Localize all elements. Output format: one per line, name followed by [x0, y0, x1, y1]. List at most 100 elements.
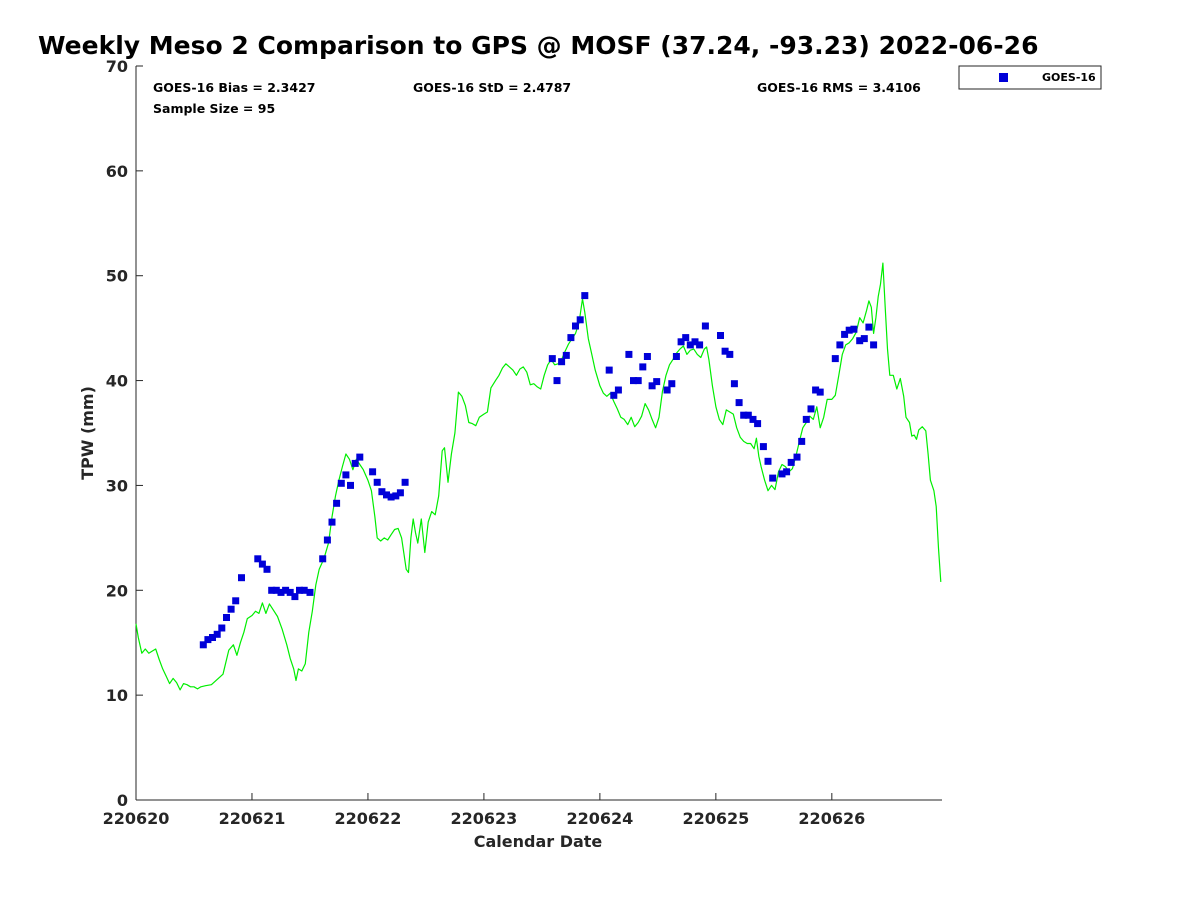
goes16-data-point: [605, 366, 613, 374]
goes16-data-point: [291, 593, 299, 601]
legend-label-goes16: GOES-16: [1042, 71, 1096, 84]
goes16-data-point: [648, 382, 656, 390]
goes16-data-point: [717, 332, 724, 339]
goes16-data-point: [610, 391, 618, 399]
x-ticks: 220620 220621 220622 220623 220624 220625 2206…: [103, 793, 865, 828]
goes16-data-point: [841, 330, 849, 338]
goes16-data-point: [816, 388, 824, 396]
goes16-data-point: [759, 443, 767, 451]
goes16-data-point: [383, 491, 390, 499]
goes16-data-point: [213, 630, 221, 638]
goes16-data-point: [807, 405, 815, 413]
goes16-data-point: [323, 536, 331, 544]
goes16-data-point: [614, 386, 622, 394]
legend: GOES-16: [958, 65, 1102, 90]
goes16-data-point: [227, 605, 235, 613]
goes16-data-point: [686, 341, 694, 349]
goes16-data-point: [639, 363, 647, 371]
y-tick-label: 50: [106, 267, 128, 286]
goes16-data-point: [296, 586, 303, 594]
goes16-data-point: [576, 316, 584, 324]
goes16-data-point: [630, 377, 637, 385]
goes16-data-point: [870, 341, 878, 349]
goes16-data-point: [744, 411, 752, 419]
stat-bias: GOES-16 Bias = 2.3427: [153, 80, 315, 95]
goes16-data-point: [258, 560, 266, 568]
goes16-data-point: [845, 326, 853, 334]
y-tick-label: 40: [106, 372, 128, 391]
goes16-data-point: [232, 597, 240, 605]
y-ticks: 0 10 20 30 40 50 60 70: [106, 57, 143, 810]
goes16-data-point: [836, 341, 844, 349]
goes16-data-point: [286, 588, 294, 596]
goes16-data-point: [691, 338, 699, 346]
goes16-data-point: [663, 386, 671, 394]
goes16-data-point: [740, 411, 748, 419]
goes16-data-point: [754, 420, 762, 428]
goes16-data-point: [769, 474, 777, 482]
y-tick-label: 20: [106, 581, 128, 600]
goes16-data-point: [277, 588, 285, 596]
goes16-data-point: [254, 555, 262, 563]
x-tick-label: 220626: [798, 809, 865, 828]
goes16-data-point: [778, 470, 786, 478]
goes16-data-point: [199, 641, 207, 649]
plot-background: [136, 66, 942, 800]
x-tick-label: 220621: [219, 809, 286, 828]
goes16-data-point: [567, 334, 575, 342]
y-tick-label: 60: [106, 162, 128, 181]
chart-title: Weekly Meso 2 Comparison to GPS @ MOSF (…: [38, 31, 1038, 60]
goes16-data-point: [548, 355, 556, 363]
goes16-data-point: [643, 353, 651, 360]
goes16-data-point: [209, 634, 216, 641]
goes16-data-point: [682, 334, 690, 342]
goes16-data-point: [764, 457, 772, 465]
goes16-data-point: [572, 322, 579, 330]
goes16-data-point: [798, 437, 806, 445]
x-tick-label: 220620: [103, 809, 170, 828]
y-tick-label: 0: [117, 791, 128, 810]
x-tick-label: 220622: [335, 809, 402, 828]
goes16-data-point: [300, 586, 308, 594]
goes16-data-point: [865, 323, 873, 331]
goes16-data-point: [392, 492, 400, 500]
goes16-data-point: [696, 341, 704, 349]
goes16-data-point: [730, 380, 738, 388]
goes16-data-point: [677, 338, 685, 346]
goes16-data-point: [263, 565, 271, 573]
goes16-data-point: [721, 347, 729, 355]
x-axis-label: Calendar Date: [474, 832, 603, 851]
goes16-data-point: [347, 481, 354, 489]
x-tick-label: 220623: [451, 809, 518, 828]
goes16-data-point: [812, 386, 820, 394]
goes16-data-point: [351, 459, 359, 467]
goes16-data-point: [783, 468, 791, 476]
y-tick-label: 30: [106, 476, 128, 495]
goes16-data-point: [850, 325, 858, 333]
goes16-data-point: [672, 353, 680, 360]
gps-series-line: [135, 262, 942, 691]
goes16-data-point: [860, 335, 868, 343]
goes16-data-point: [328, 518, 336, 526]
goes16-data-point: [562, 351, 570, 359]
goes16-data-point: [701, 322, 709, 330]
series-markers: [199, 292, 878, 649]
goes16-data-point: [369, 468, 377, 476]
x-tick-label: 220624: [566, 809, 633, 828]
goes16-data-point: [553, 377, 561, 385]
stat-sample-size: Sample Size = 95: [153, 101, 275, 116]
goes16-data-point: [625, 350, 633, 358]
series-lines: [135, 262, 942, 691]
goes16-data-point: [218, 624, 226, 632]
stat-std: GOES-16 StD = 2.4787: [413, 80, 571, 95]
goes16-data-point: [342, 471, 350, 479]
goes16-data-point: [831, 355, 839, 363]
plot-area: 0 10 20 30 40 50 60 70 220620 220621 220622 220623…: [103, 57, 942, 828]
goes16-data-point: [306, 588, 314, 596]
goes16-data-point: [749, 415, 757, 423]
goes16-data-point: [558, 358, 566, 366]
goes16-data-point: [653, 378, 661, 386]
goes16-data-point: [396, 489, 404, 497]
goes16-data-point: [204, 636, 212, 644]
